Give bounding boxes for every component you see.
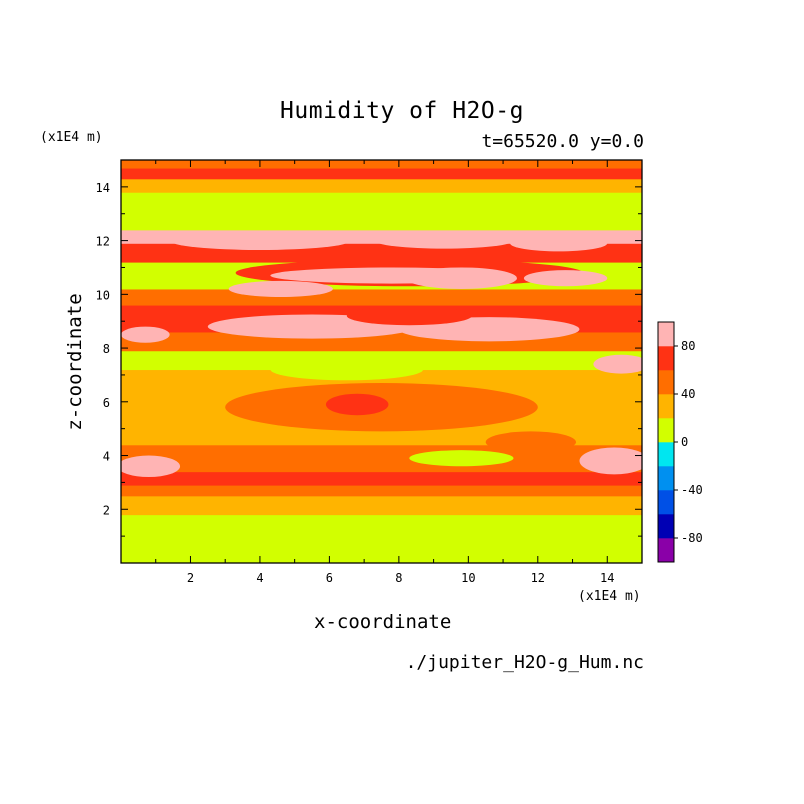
contour-band [121, 160, 642, 169]
contour-region [405, 267, 517, 289]
contour-region [121, 326, 170, 343]
y-axis-label: z-coordinate [64, 293, 86, 431]
y-tick-label: 6 [103, 396, 110, 410]
colorbar-swatch [658, 370, 674, 395]
y-tick-label: 4 [103, 450, 110, 464]
x-tick-label: 12 [531, 571, 545, 585]
x-tick-label: 6 [326, 571, 333, 585]
contour-region [169, 231, 351, 251]
contour-region [374, 232, 514, 249]
contour-region [523, 270, 608, 287]
colorbar-tick-label: -40 [681, 483, 703, 497]
contour-band [121, 471, 642, 486]
x-axis-label: x-coordinate [314, 611, 452, 633]
contour-region [510, 235, 608, 252]
chart-subtitle: t=65520.0 y=0.0 [481, 131, 644, 152]
colorbar-swatch [658, 322, 674, 347]
contour-region [579, 447, 642, 475]
colorbar: 80 40 0 -40 -80 [657, 321, 703, 563]
y-tick-label: 8 [103, 342, 110, 356]
x-axis-unit: (x1E4 m) [578, 589, 641, 604]
plot-frame [120, 159, 643, 564]
contour-band [121, 192, 642, 231]
y-axis: 2 4 6 8 10 12 14 [96, 181, 642, 537]
contour-band [121, 178, 642, 193]
colorbar-tick-label: -80 [681, 531, 703, 545]
contour-band [121, 514, 642, 563]
contour-region [228, 280, 333, 298]
contour-band [121, 485, 642, 497]
contour-region [485, 431, 577, 453]
colorbar-swatch [658, 346, 674, 371]
contour-band [121, 288, 642, 306]
contour-band [121, 495, 642, 516]
chart-title: Humidity of H2O-g [280, 98, 524, 124]
colorbar-swatch [658, 538, 674, 563]
contour-region [121, 455, 181, 478]
contour-region [270, 358, 424, 381]
colorbar-swatch [658, 466, 674, 491]
source-filename: ./jupiter_H2O-g_Hum.nc [405, 652, 644, 673]
x-tick-label: 2 [187, 571, 194, 585]
colorbar-swatch [658, 394, 674, 419]
x-tick-label: 14 [600, 571, 614, 585]
contour-region [409, 450, 514, 467]
contour-region [346, 306, 472, 326]
colorbar-swatch [658, 514, 674, 539]
colorbar-swatch [658, 442, 674, 467]
x-tick-label: 8 [395, 571, 402, 585]
contour-region [325, 393, 389, 416]
y-axis-unit: (x1E4 m) [40, 130, 103, 145]
y-tick-label: 2 [103, 503, 110, 517]
contour-band [121, 168, 642, 180]
y-tick-label: 14 [96, 181, 110, 195]
colorbar-tick-label: 40 [681, 387, 695, 401]
colorbar-tick-label: 80 [681, 339, 695, 353]
colorbar-swatch [658, 490, 674, 515]
y-tick-label: 12 [96, 235, 110, 249]
colorbar-tick-label: 0 [681, 435, 688, 449]
contour-region [593, 354, 642, 374]
x-axis: 2 4 6 8 10 12 14 [155, 160, 614, 585]
plot-area [121, 160, 642, 563]
x-tick-label: 4 [256, 571, 263, 585]
x-tick-label: 10 [461, 571, 475, 585]
colorbar-swatch [658, 418, 674, 443]
y-tick-label: 10 [96, 288, 110, 302]
